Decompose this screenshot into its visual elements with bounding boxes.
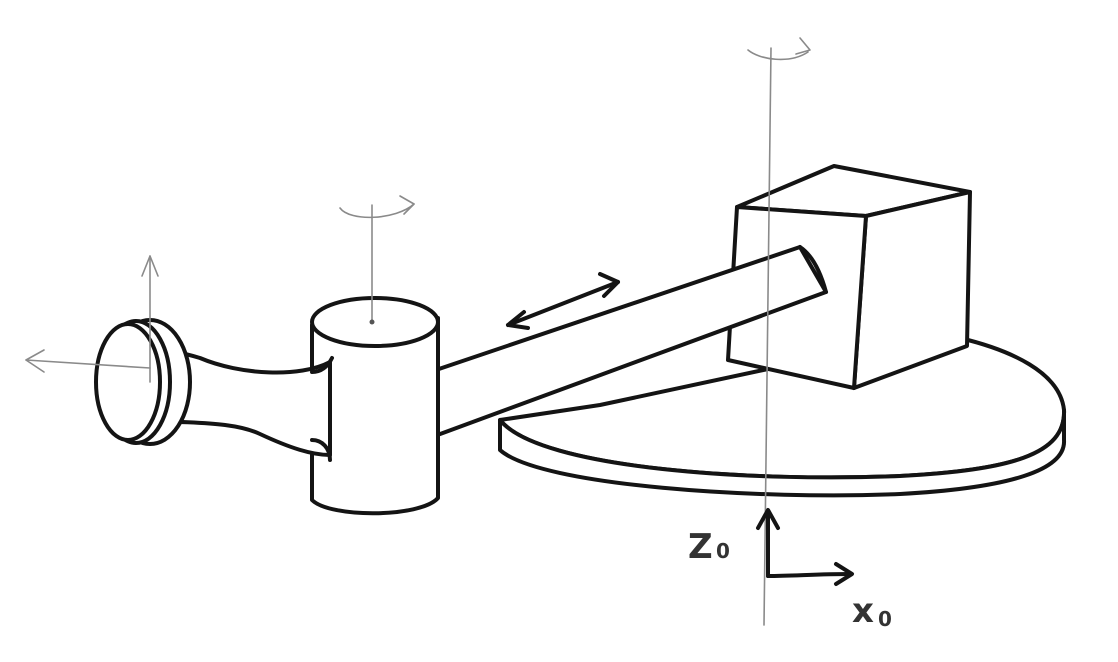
base-rotation-axis — [747, 37, 811, 626]
base-platform — [498, 336, 1067, 498]
base-frame: Z 0 x 0 — [688, 508, 892, 631]
x0-axis-label: x 0 — [852, 591, 892, 631]
wrist-horizontal-arrow — [25, 349, 151, 373]
x0-letter: x — [852, 591, 874, 631]
wrist-flange — [94, 318, 192, 446]
elbow-rotation-axis — [339, 195, 415, 325]
z0-subscript: 0 — [716, 539, 730, 563]
elbow-cylinder — [310, 296, 440, 516]
prismatic-travel-arrow — [506, 272, 620, 330]
wrist-vertical-arrow — [141, 255, 159, 383]
z0-letter: Z — [688, 527, 713, 567]
z0-axis-label: Z 0 — [688, 527, 730, 567]
x0-subscript: 0 — [878, 607, 892, 631]
